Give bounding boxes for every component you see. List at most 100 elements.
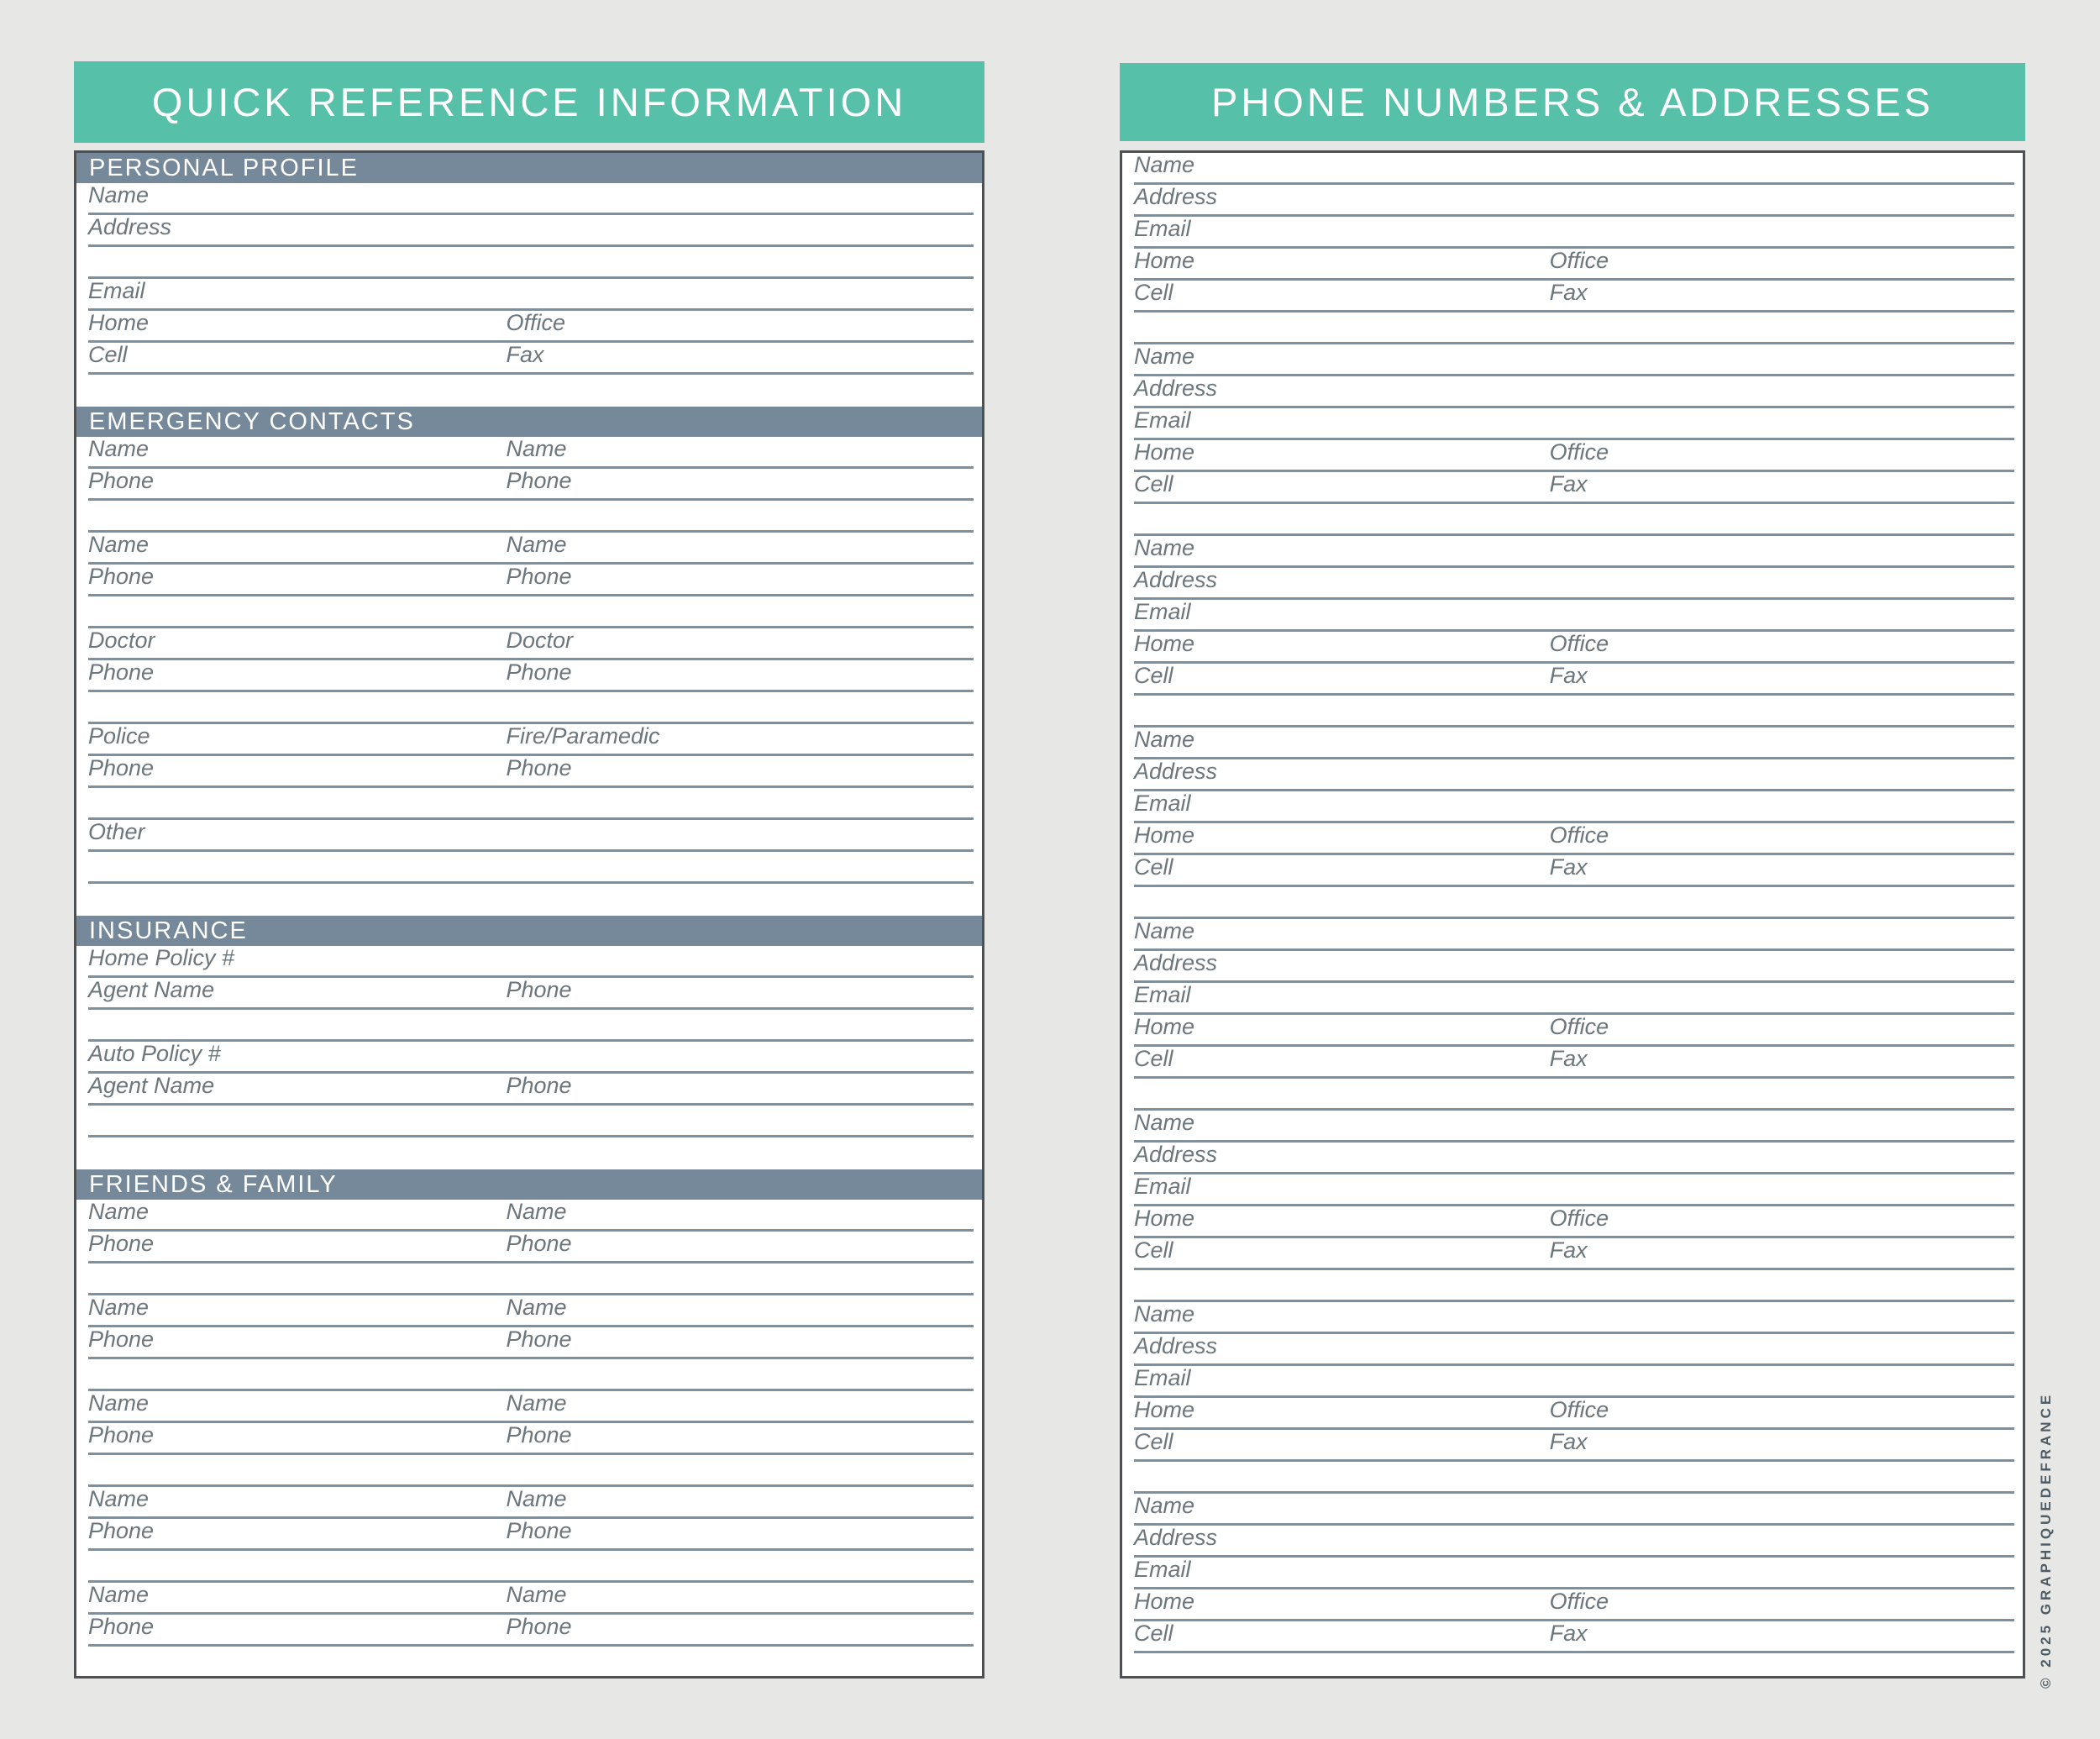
blank-row: [88, 1455, 974, 1487]
field-row: Cell Fax: [88, 342, 974, 375]
field-row: Home Policy #: [88, 945, 974, 978]
field-label: Address: [1134, 1525, 1218, 1550]
field-label: Office: [1549, 631, 1609, 656]
field-label: Name: [88, 532, 150, 557]
field-row: Cell Fax: [1134, 663, 2014, 696]
field-label: Email: [1134, 599, 1191, 624]
field-label: Phone: [506, 468, 572, 493]
field-label: Cell: [1134, 1237, 1173, 1263]
field-label: Fax: [1549, 1429, 1588, 1454]
field-label: Home: [1134, 1206, 1195, 1231]
field-label: Name: [506, 1295, 567, 1320]
field-row: Home Office: [1134, 631, 2014, 664]
field-label: Home Policy #: [88, 945, 235, 970]
field-label: Office: [1549, 1206, 1609, 1231]
field-label: Email: [1134, 791, 1191, 816]
field-label: Email: [1134, 1557, 1191, 1582]
field-label: Phone: [88, 1231, 155, 1256]
field-row: Police Fire/Paramedic: [88, 723, 974, 756]
field-row: Phone Phone: [88, 1614, 974, 1647]
field-label: Name: [1134, 1301, 1195, 1327]
field-row: Phone Phone: [88, 1422, 974, 1455]
field-label: Phone: [506, 1422, 572, 1447]
blank-row: [88, 1264, 974, 1295]
field-row: Home Office: [1134, 1206, 2014, 1238]
field-row: Cell Fax: [1134, 471, 2014, 504]
left-page-content-box: PERSONAL PROFILE Name Address Email Home Offi…: [74, 150, 984, 1679]
field-row: Home Office: [1134, 1589, 2014, 1621]
blank-row: [88, 1359, 974, 1391]
field-row: Email: [1134, 982, 2014, 1015]
field-row: Name: [1134, 1110, 2014, 1143]
field-label: Cell: [1134, 280, 1173, 305]
field-label: Auto Policy #: [88, 1041, 221, 1066]
field-label: Home: [1134, 1014, 1195, 1039]
field-row: Name: [1134, 727, 2014, 759]
field-row: Phone Phone: [88, 755, 974, 788]
field-label: Fire/Paramedic: [506, 723, 660, 749]
field-row: Auto Policy #: [88, 1041, 974, 1074]
field-label: Home: [1134, 248, 1195, 273]
field-label: Office: [1549, 1397, 1609, 1422]
field-label: Other: [88, 819, 145, 844]
left-page-title: QUICK REFERENCE INFORMATION: [74, 61, 984, 143]
field-label: Doctor: [88, 628, 155, 653]
blank-row: [1134, 313, 2014, 344]
field-row: Name: [1134, 535, 2014, 568]
field-label: Email: [1134, 407, 1191, 433]
field-label: Name: [506, 1199, 567, 1224]
field-label: Address: [1134, 759, 1218, 784]
field-label: Fax: [1549, 471, 1588, 496]
field-label: Cell: [1134, 1046, 1173, 1071]
field-row: Address: [1134, 184, 2014, 217]
field-label: Home: [1134, 439, 1195, 465]
field-row: Name: [1134, 1301, 2014, 1334]
field-row: Name Name: [88, 1582, 974, 1615]
field-label: Phone: [88, 468, 155, 493]
field-label: Phone: [506, 659, 572, 685]
field-row: Name Name: [88, 1199, 974, 1232]
field-row: Cell Fax: [1134, 280, 2014, 313]
field-label: Address: [88, 214, 172, 239]
field-row: Address: [1134, 950, 2014, 983]
field-label: Address: [1134, 567, 1218, 592]
field-label: Office: [1549, 1589, 1609, 1614]
right-page-content-box: Name Address Email Home Office Cell Fax Name Add…: [1120, 150, 2025, 1679]
field-label: Cell: [1134, 1429, 1173, 1454]
field-row: Home Office: [1134, 1014, 2014, 1047]
field-label: Home: [1134, 631, 1195, 656]
field-label: Cell: [1134, 663, 1173, 688]
field-label: Phone: [88, 755, 155, 780]
blank-row: [1134, 1270, 2014, 1302]
field-label: Name: [506, 436, 567, 461]
field-label: Cell: [88, 342, 128, 367]
field-row: Address: [1134, 1333, 2014, 1366]
field-label: Office: [1549, 248, 1609, 273]
field-label: Fax: [1549, 854, 1588, 880]
field-row: Name: [1134, 153, 2014, 185]
field-label: Name: [88, 1199, 150, 1224]
field-row: Email: [1134, 1174, 2014, 1206]
field-row: Agent Name Phone: [88, 1073, 974, 1106]
field-label: Address: [1134, 184, 1218, 209]
field-label: Phone: [506, 1327, 572, 1352]
field-row: Name Name: [88, 1486, 974, 1519]
field-row: Phone Phone: [88, 468, 974, 501]
field-label: Doctor: [506, 628, 574, 653]
field-row: Email: [1134, 407, 2014, 440]
field-row: Address: [1134, 1142, 2014, 1174]
field-label: Phone: [88, 659, 155, 685]
field-label: Name: [88, 1582, 150, 1607]
field-label: Agent Name: [88, 977, 215, 1002]
blank-row: [1134, 1079, 2014, 1111]
field-label: Phone: [506, 564, 572, 589]
field-label: Name: [1134, 535, 1195, 560]
field-label: Phone: [506, 1073, 572, 1098]
field-row: Phone Phone: [88, 659, 974, 692]
field-label: Home: [88, 310, 150, 335]
field-row: Phone Phone: [88, 1327, 974, 1359]
field-label: Phone: [88, 1518, 155, 1543]
field-row: Address: [1134, 376, 2014, 408]
field-row: Name: [88, 182, 974, 215]
field-label: Phone: [88, 1422, 155, 1447]
